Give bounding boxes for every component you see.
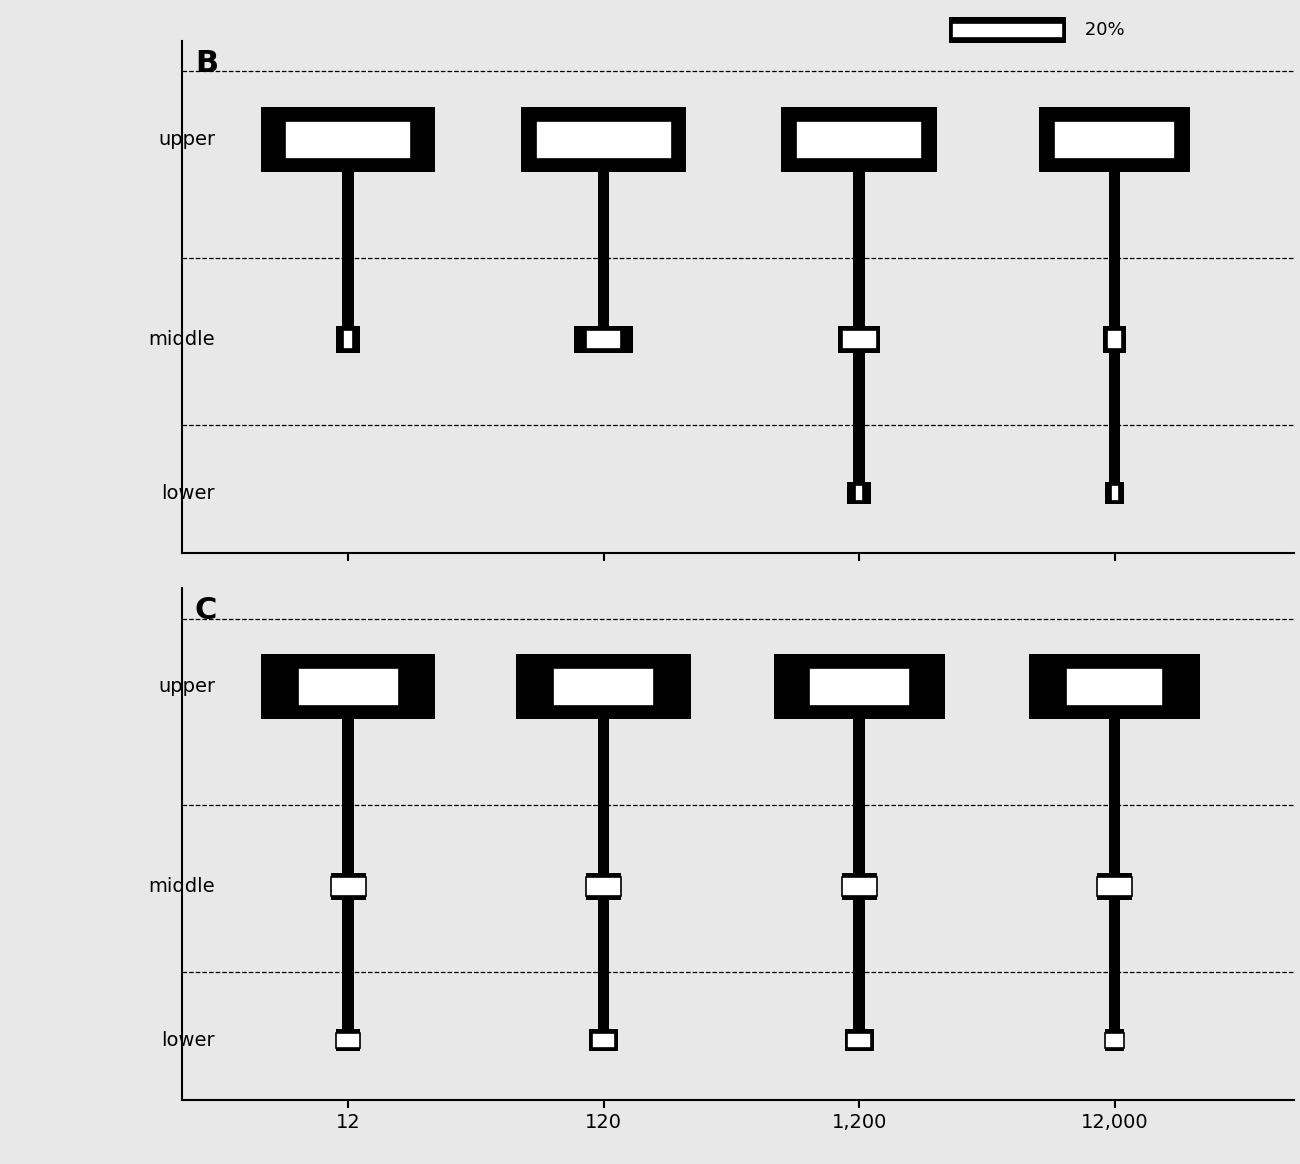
Bar (1102, 326, 1126, 353)
Text: upper: upper (159, 677, 216, 696)
Text: C: C (195, 596, 217, 625)
Bar (1105, 1032, 1124, 1048)
Bar (855, 485, 863, 501)
Bar (837, 326, 880, 353)
Bar (337, 1032, 360, 1048)
Bar (796, 121, 922, 158)
Bar (592, 1032, 615, 1048)
Bar (285, 121, 411, 158)
Text: middle: middle (148, 878, 216, 896)
Bar (848, 1032, 871, 1048)
Bar (261, 107, 436, 172)
Bar (774, 654, 945, 719)
Text: middle: middle (148, 331, 216, 349)
Bar (536, 121, 672, 158)
Bar (1109, 353, 1121, 482)
Bar (330, 873, 365, 900)
Bar (853, 172, 865, 326)
Bar (598, 719, 610, 873)
Bar (516, 654, 692, 719)
Bar (1109, 172, 1121, 326)
Bar (586, 873, 621, 900)
Bar (853, 353, 865, 482)
Bar (1105, 482, 1124, 504)
Bar (841, 878, 876, 896)
Bar (261, 654, 436, 719)
Bar (342, 719, 354, 873)
Bar (1109, 900, 1121, 1029)
Bar (575, 326, 633, 353)
Bar (781, 107, 937, 172)
Bar (1106, 331, 1122, 349)
Text: 20%: 20% (1079, 21, 1124, 40)
Bar (1066, 668, 1164, 705)
Bar (853, 900, 865, 1029)
Bar (1105, 1029, 1124, 1051)
Text: upper: upper (159, 130, 216, 149)
Bar (586, 331, 621, 349)
Bar (337, 326, 360, 353)
Bar (552, 668, 654, 705)
Bar (598, 172, 610, 326)
Bar (521, 107, 686, 172)
Bar (342, 900, 354, 1029)
Bar (589, 1029, 619, 1051)
Bar (1097, 873, 1132, 900)
Bar (330, 878, 365, 896)
Bar (298, 668, 399, 705)
Bar (952, 23, 1063, 37)
Bar (586, 878, 621, 896)
Bar (1030, 654, 1200, 719)
Bar (949, 17, 1066, 43)
Bar (1097, 878, 1132, 896)
Bar (598, 900, 610, 1029)
Bar (853, 719, 865, 873)
Bar (848, 482, 871, 504)
Bar (1110, 485, 1118, 501)
Bar (1109, 719, 1121, 873)
Bar (845, 1029, 874, 1051)
Bar (809, 668, 910, 705)
Bar (342, 172, 354, 326)
Text: B: B (195, 49, 218, 78)
Bar (841, 873, 876, 900)
Bar (337, 1029, 360, 1051)
Text: lower: lower (161, 484, 216, 503)
Bar (1054, 121, 1175, 158)
Bar (343, 331, 352, 349)
Bar (841, 331, 876, 349)
Bar (1039, 107, 1191, 172)
Text: lower: lower (161, 1031, 216, 1050)
